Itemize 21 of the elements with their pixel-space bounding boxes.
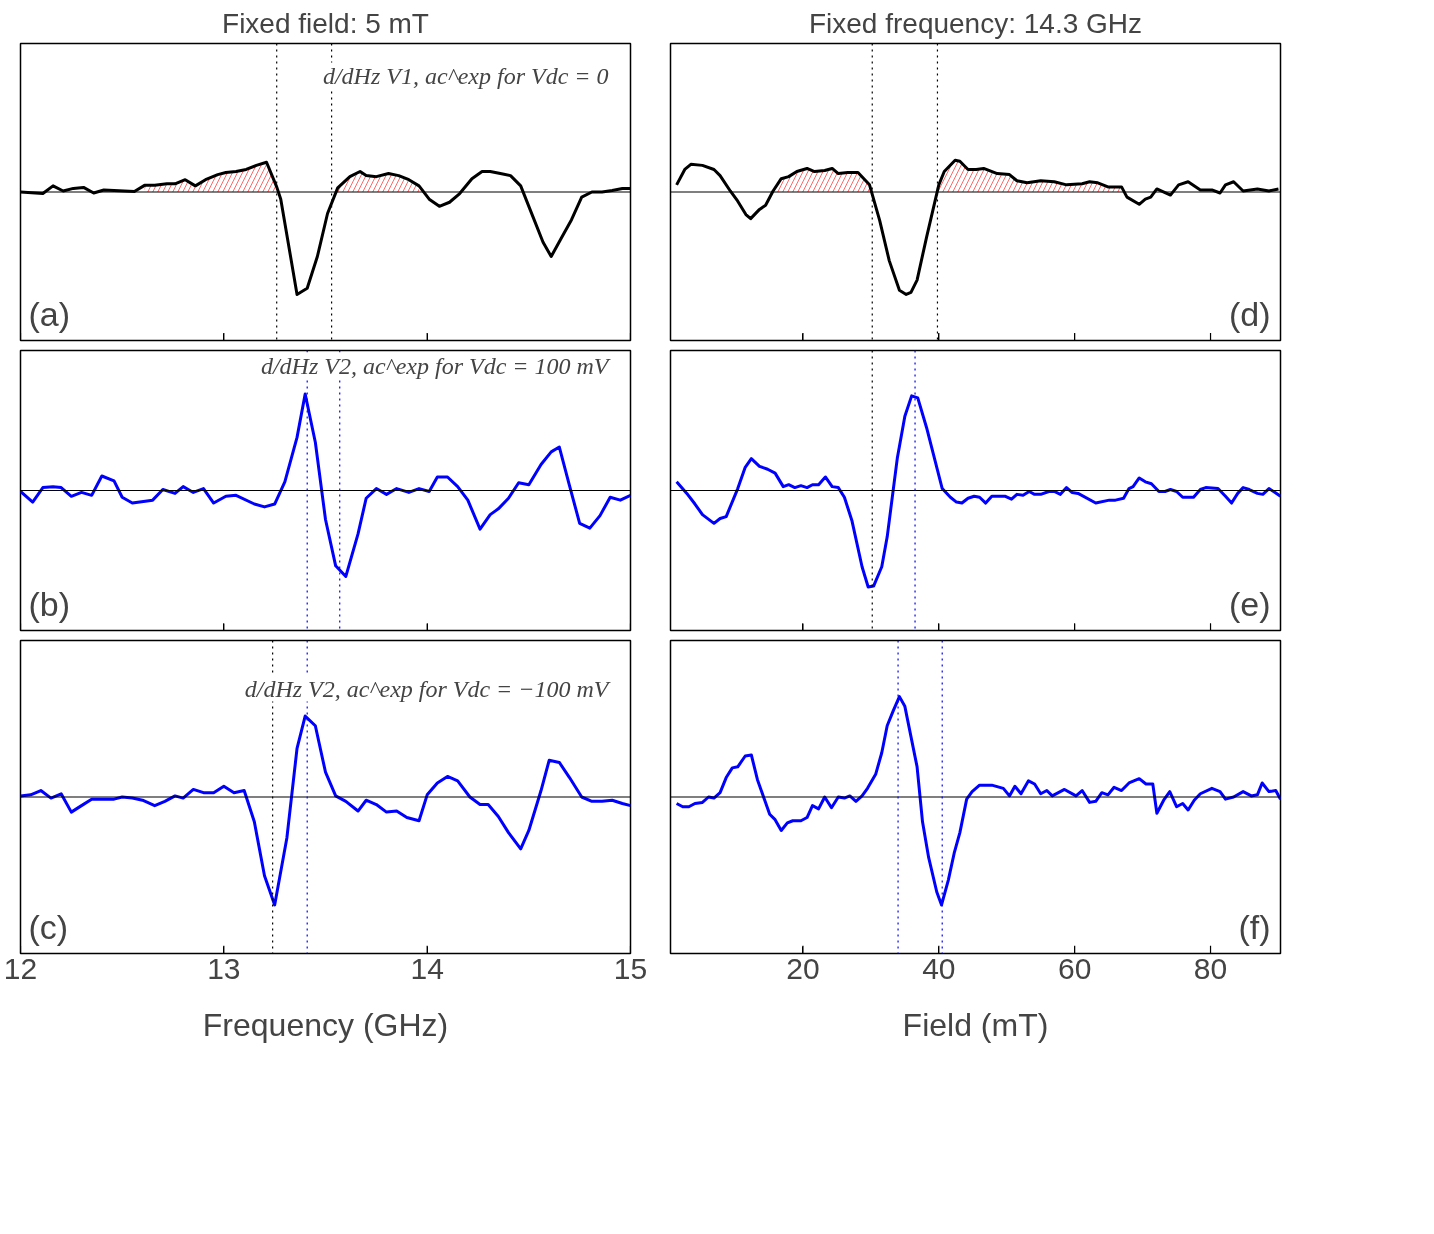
text: (c) [28, 907, 69, 946]
annotation: (e) [1228, 584, 1271, 623]
x-tick-label: 40 [922, 951, 956, 985]
annotation: (a) [28, 294, 71, 333]
x-tick-label: 20 [786, 951, 820, 985]
x-tick-label: 13 [207, 951, 241, 985]
chart-title: Fixed frequency: 14.3 GHz [808, 7, 1143, 39]
x-tick-label: 15 [613, 951, 648, 985]
x-tick-label: 60 [1057, 951, 1092, 985]
chart-title: Fixed field: 5 mT [222, 7, 429, 39]
x-tick-label: 12 [3, 951, 38, 985]
text: (f) [1238, 907, 1271, 946]
x-tick-label: 14 [410, 951, 444, 985]
annotation: (d) [1228, 294, 1271, 333]
x-axis-title: Field (mT) [902, 1006, 1049, 1043]
text: d/dHz V2, ac^exp for Vdc = 100 mV [260, 352, 611, 379]
text: d/dHz V1, ac^exp for Vdc = 0 [322, 62, 609, 89]
text: (b) [28, 584, 71, 623]
x-tick-label: 80 [1193, 951, 1228, 985]
text: d/dHz V2, ac^exp for Vdc = −100 mV [244, 675, 611, 702]
x-axis-title: Frequency (GHz) [202, 1006, 449, 1043]
